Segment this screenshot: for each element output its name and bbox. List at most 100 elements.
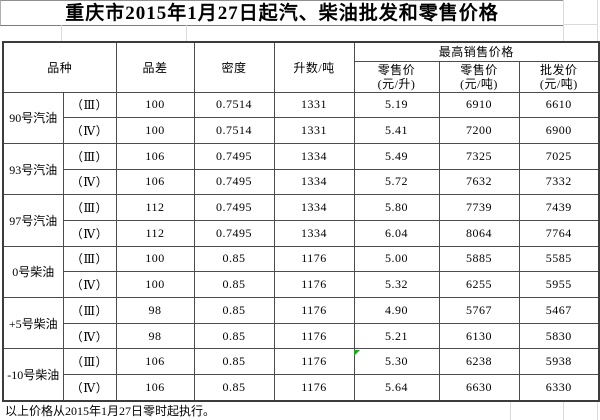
density-cell: 0.85 [193, 322, 275, 350]
retail-ton-cell: 7739 [438, 194, 520, 221]
retail-ton-cell: 7325 [438, 142, 520, 170]
liters-cell: 1176 [273, 245, 355, 273]
retail-liter-cell: 5.21 [353, 322, 440, 350]
wholesale-cell: 5830 [518, 322, 600, 350]
density-cell: 0.7514 [193, 117, 275, 144]
col-header-retail-yuan-ton: 零售价 (元/吨) [438, 60, 520, 93]
density-cell: 0.85 [193, 245, 275, 273]
retail-liter-cell: 5.00 [353, 245, 440, 273]
grade-cell: （Ⅲ） [62, 348, 117, 376]
wholesale-cell: 7439 [518, 194, 600, 221]
grade-diff-cell: 106 [115, 168, 195, 196]
cell-comment-indicator-icon [354, 350, 360, 356]
product-name: 97号汽油 [2, 194, 64, 247]
wholesale-cell: 5467 [518, 297, 600, 324]
grade-cell: （Ⅲ） [62, 142, 117, 170]
liters-cell: 1176 [273, 374, 355, 402]
wholesale-cell: 5585 [518, 245, 600, 273]
col-header-grade-diff: 品差 [115, 41, 195, 93]
gridline [510, 402, 511, 420]
product-name: -10号柴油 [2, 348, 64, 402]
grade-cell: （Ⅳ） [62, 219, 117, 247]
density-cell: 0.7495 [193, 219, 275, 247]
retail-liter-cell: 5.32 [353, 271, 440, 298]
grade-diff-cell: 98 [115, 297, 195, 324]
grade-cell: （Ⅳ） [62, 117, 117, 144]
grade-cell: （Ⅳ） [62, 374, 117, 402]
grade-diff-cell: 112 [115, 194, 195, 221]
table-row: （Ⅳ） 112 0.7495 1334 6.04 8064 7764 [3, 219, 600, 247]
retail-liter-cell: 5.72 [353, 168, 440, 196]
wholesale-cell: 5955 [518, 271, 600, 298]
product-name: 93号汽油 [2, 142, 64, 196]
liters-cell: 1334 [273, 194, 355, 221]
retail-ton-cell: 6238 [438, 348, 520, 376]
density-cell: 0.85 [193, 374, 275, 402]
table-row: （Ⅳ） 98 0.85 1176 5.21 6130 5830 [3, 322, 600, 350]
liters-cell: 1334 [273, 142, 355, 170]
col-header-wholesale-yuan-ton: 批发价 (元/吨) [518, 60, 600, 93]
gridline [61, 25, 62, 41]
grade-diff-cell: 112 [115, 219, 195, 247]
density-cell: 0.7514 [193, 91, 275, 119]
liters-cell: 1176 [273, 348, 355, 376]
density-cell: 0.85 [193, 271, 275, 298]
product-name: 90号汽油 [2, 91, 64, 144]
table-row: +5号柴油 （Ⅲ） 98 0.85 1176 4.90 5767 5467 [2, 296, 600, 350]
table-row: 97号汽油 （Ⅲ） 112 0.7495 1334 5.80 7739 7439 [2, 194, 600, 247]
retail-ton-cell: 6630 [438, 374, 520, 402]
density-cell: 0.7495 [193, 194, 275, 221]
retail-ton-cell: 5767 [438, 297, 520, 324]
gridline [597, 0, 598, 41]
retail-liter-cell: 5.41 [353, 117, 440, 144]
density-cell: 0.85 [193, 297, 275, 324]
retail-liter-cell: 5.80 [353, 194, 440, 221]
grade-cell: （Ⅲ） [62, 91, 117, 119]
grade-cell: （Ⅲ） [62, 194, 117, 221]
table-row: （Ⅳ） 106 0.7495 1334 5.72 7632 7332 [3, 168, 600, 196]
retail-ton-cell: 6130 [438, 322, 520, 350]
table-row: （Ⅳ） 100 0.7514 1331 5.41 7200 6900 [3, 117, 600, 144]
grade-cell: （Ⅲ） [62, 297, 117, 324]
grade-diff-cell: 106 [115, 374, 195, 402]
grade-diff-cell: 106 [115, 142, 195, 170]
grade-diff-cell: 98 [115, 322, 195, 350]
table-row: 90号汽油 （Ⅲ） 100 0.7514 1331 5.19 6910 6610 [2, 91, 600, 144]
gridline [563, 402, 564, 420]
grade-diff-cell: 106 [115, 348, 195, 376]
product-name: 0号柴油 [2, 245, 64, 299]
wholesale-cell: 6900 [518, 117, 600, 144]
liters-cell: 1331 [273, 91, 355, 119]
liters-cell: 1176 [273, 271, 355, 298]
col-header-product: 品种 [2, 41, 117, 93]
wholesale-cell: 7332 [518, 168, 600, 196]
grade-cell: （Ⅳ） [62, 322, 117, 350]
page-title: 重庆市2015年1月27日起汽、柴油批发和零售价格 [0, 0, 563, 26]
wholesale-cell: 6330 [518, 374, 600, 402]
col-header-liters-per-ton: 升数/吨 [273, 41, 355, 93]
col-header-density: 密度 [193, 41, 275, 93]
grade-diff-cell: 100 [115, 117, 195, 144]
grade-cell: （Ⅲ） [62, 245, 117, 273]
density-cell: 0.7495 [193, 168, 275, 196]
gridline [597, 402, 598, 420]
wholesale-cell: 7025 [518, 142, 600, 170]
grade-diff-cell: 100 [115, 91, 195, 119]
retail-ton-cell: 5885 [438, 245, 520, 273]
density-cell: 0.85 [193, 348, 275, 376]
wholesale-cell: 7764 [518, 219, 600, 247]
density-cell: 0.7495 [193, 142, 275, 170]
liters-cell: 1334 [273, 219, 355, 247]
col-header-retail-yuan-liter: 零售价 (元/升) [353, 60, 440, 93]
liters-cell: 1176 [273, 322, 355, 350]
retail-liter-cell: 5.30 [353, 348, 440, 376]
grade-diff-cell: 100 [115, 245, 195, 273]
table-row: （Ⅳ） 100 0.85 1176 5.32 6255 5955 [3, 271, 600, 298]
gridline [186, 25, 187, 41]
gridline [563, 0, 564, 41]
col-header-max-sale-price: 最高销售价格 [353, 41, 600, 62]
footer-note: 以上价格从2015年1月27日零时起执行。 [5, 404, 216, 418]
retail-liter-cell: 4.90 [353, 297, 440, 324]
retail-ton-cell: 6255 [438, 271, 520, 298]
grade-cell: （Ⅳ） [62, 168, 117, 196]
